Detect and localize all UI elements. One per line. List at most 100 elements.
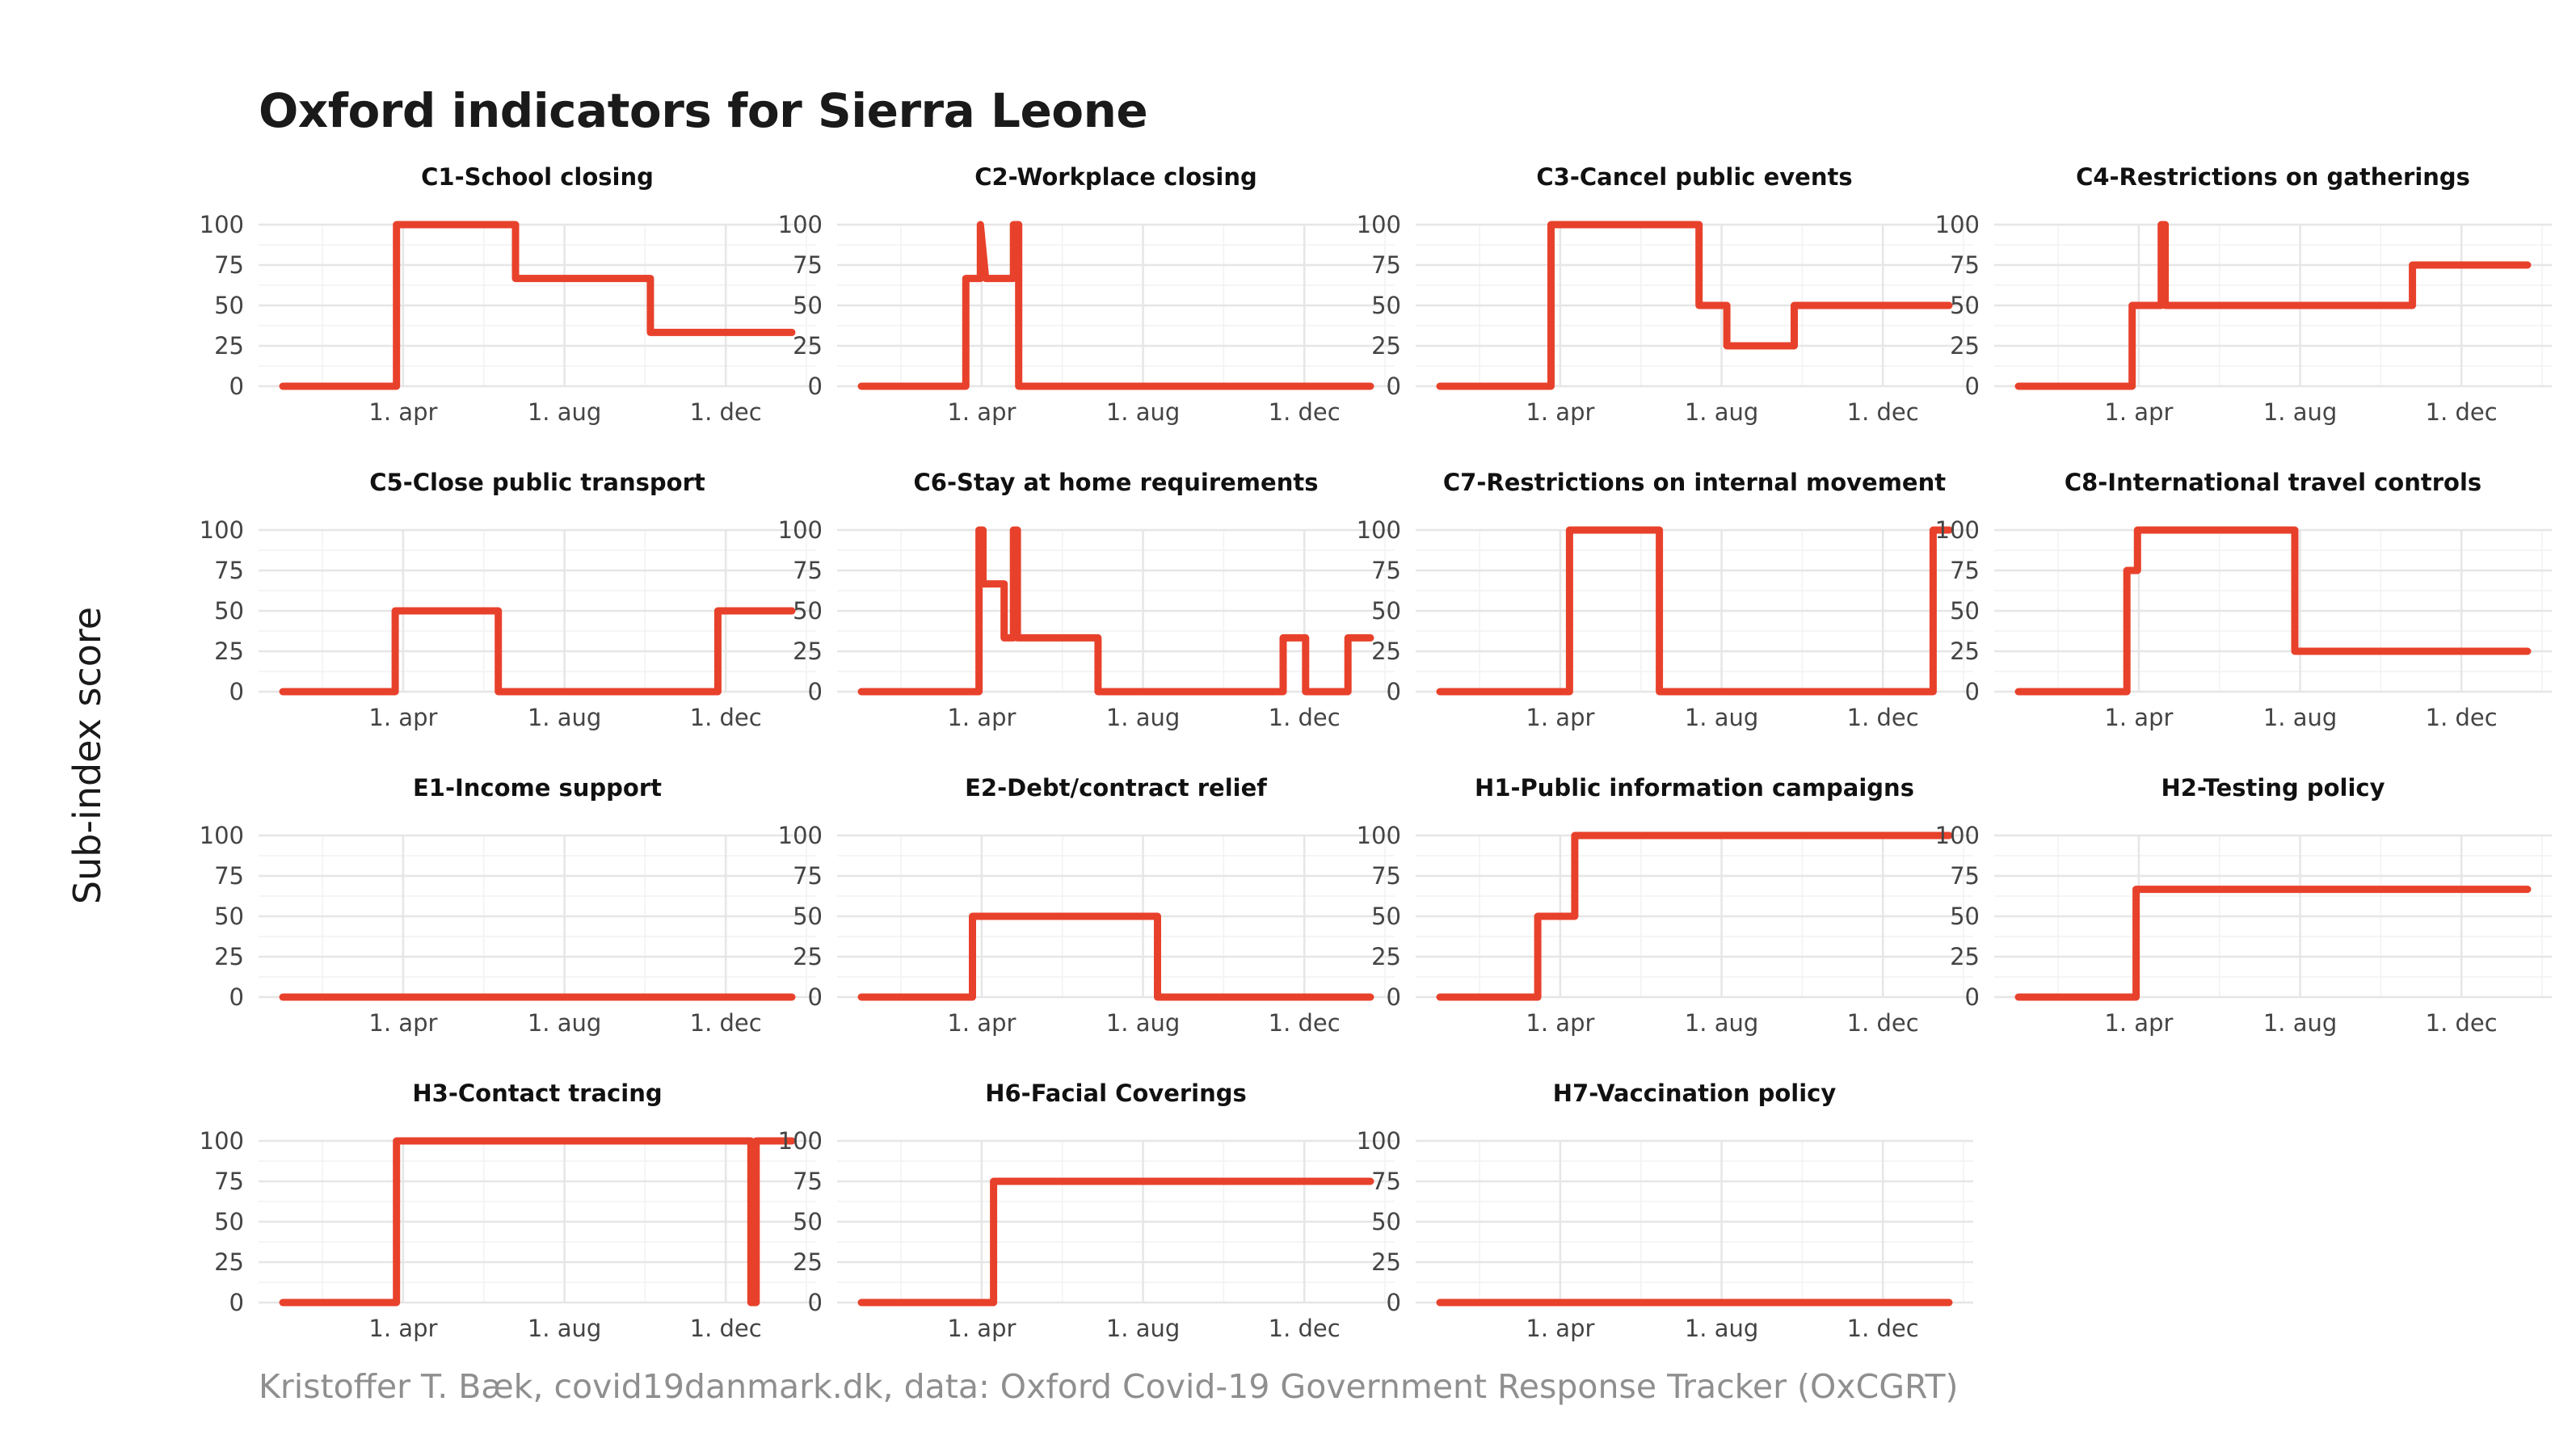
page-title: Oxford indicators for Sierra Leone (259, 83, 1148, 138)
y-tick-label: 75 (1950, 557, 1980, 584)
y-tick-label: 75 (1950, 251, 1980, 279)
y-tick-label: 100 (1357, 1127, 1401, 1155)
y-tick-label: 50 (1371, 597, 1401, 625)
facet-title: C5-Close public transport (369, 469, 705, 496)
y-tick-label: 50 (793, 292, 823, 319)
facet-panel: E1-Income support 0 25 50 75 100 1. apr 1. aug 1… (200, 774, 816, 1037)
y-tick-label: 100 (200, 822, 244, 849)
y-tick-label: 0 (1387, 372, 1401, 400)
x-tick-label: 1. dec (690, 398, 762, 426)
x-tick-label: 1. apr (947, 704, 1016, 731)
y-tick-label: 50 (214, 597, 244, 625)
series-line (1436, 221, 1953, 390)
y-tick-label: 100 (778, 211, 823, 238)
x-tick-label: 1. aug (2263, 398, 2337, 426)
x-tick-label: 1. apr (368, 704, 437, 731)
y-tick-label: 0 (808, 1289, 823, 1316)
facet-title: H1-Public information campaigns (1475, 774, 1914, 802)
x-tick-label: 1. aug (1685, 398, 1758, 426)
y-tick-label: 75 (793, 557, 823, 584)
y-tick-label: 75 (1371, 251, 1401, 279)
x-tick-label: 1. dec (1847, 398, 1919, 426)
x-tick-label: 1. apr (368, 398, 437, 426)
series-line (279, 607, 796, 696)
x-tick-label: 1. dec (1269, 1315, 1341, 1342)
x-tick-label: 1. apr (2104, 398, 2173, 426)
facet-title: H3-Contact tracing (412, 1080, 662, 1107)
x-tick-label: 1. aug (1685, 1315, 1758, 1342)
facet-title: C6-Stay at home requirements (914, 469, 1319, 496)
y-tick-label: 100 (1357, 211, 1401, 238)
x-tick-label: 1. aug (1106, 1315, 1180, 1342)
x-tick-label: 1. dec (1847, 704, 1919, 731)
y-tick-label: 50 (214, 1208, 244, 1235)
x-tick-label: 1. apr (368, 1315, 437, 1342)
y-tick-label: 100 (778, 1127, 823, 1155)
facet-title: H6-Facial Coverings (985, 1080, 1247, 1107)
x-tick-label: 1. dec (690, 1009, 762, 1037)
x-tick-label: 1. apr (1526, 1009, 1594, 1037)
facet-panel: E2-Debt/contract relief 0 25 50 75 100 1. apr 1… (778, 774, 1395, 1037)
facet-panel: C6-Stay at home requirements 0 25 50 75 100 1.… (778, 469, 1395, 731)
y-tick-label: 50 (1371, 1208, 1401, 1235)
facet-panel: H3-Contact tracing 0 25 50 75 100 1. apr 1. aug… (200, 1080, 816, 1342)
y-tick-label: 100 (778, 516, 823, 544)
y-tick-label: 50 (793, 1208, 823, 1235)
y-tick-label: 100 (200, 516, 244, 544)
y-tick-label: 75 (793, 251, 823, 279)
caption: Kristoffer T. Bæk, covid19danmark.dk, da… (259, 1367, 1959, 1406)
y-tick-label: 75 (1371, 557, 1401, 584)
x-tick-label: 1. dec (2426, 704, 2498, 731)
y-tick-label: 0 (1387, 678, 1401, 705)
x-tick-label: 1. aug (528, 704, 601, 731)
y-tick-label: 75 (214, 1168, 244, 1195)
y-tick-label: 75 (1950, 862, 1980, 890)
y-tick-label: 50 (1371, 292, 1401, 319)
y-tick-label: 25 (1950, 943, 1980, 970)
x-tick-label: 1. apr (1526, 1315, 1594, 1342)
x-tick-label: 1. aug (2263, 1009, 2337, 1037)
facet-panel: H1-Public information campaigns 0 25 50 75 10… (1357, 774, 1973, 1037)
y-tick-label: 25 (1371, 332, 1401, 360)
y-tick-label: 50 (214, 292, 244, 319)
x-tick-label: 1. dec (690, 1315, 762, 1342)
y-tick-label: 75 (1371, 1168, 1401, 1195)
series-line (2014, 886, 2532, 1001)
y-tick-label: 50 (1950, 292, 1980, 319)
facet-title: H7-Vaccination policy (1553, 1080, 1837, 1107)
x-tick-label: 1. apr (1526, 704, 1594, 731)
x-tick-label: 1. dec (2426, 1009, 2498, 1037)
y-tick-label: 50 (793, 597, 823, 625)
y-tick-label: 0 (808, 678, 823, 705)
y-tick-label: 0 (229, 372, 244, 400)
x-tick-label: 1. aug (2263, 704, 2337, 731)
series-line (857, 912, 1374, 1001)
y-tick-label: 0 (229, 1289, 244, 1316)
facet-title: C7-Restrictions on internal movement (1443, 469, 1946, 496)
y-tick-label: 75 (1371, 862, 1401, 890)
x-tick-label: 1. apr (1526, 398, 1594, 426)
facet-grid: C1-School closing 0 25 50 75 100 1. apr 1. aug 1… (200, 163, 2552, 1342)
y-tick-label: 100 (200, 1127, 244, 1155)
y-tick-label: 75 (214, 862, 244, 890)
y-tick-label: 25 (793, 638, 823, 665)
series-line (2014, 526, 2532, 696)
x-tick-label: 1. apr (2104, 1009, 2173, 1037)
x-tick-label: 1. dec (1847, 1009, 1919, 1037)
facet-panel: H2-Testing policy 0 25 50 75 100 1. apr 1. aug 1… (1935, 774, 2552, 1037)
x-tick-label: 1. aug (1106, 398, 1180, 426)
x-tick-label: 1. apr (947, 1009, 1016, 1037)
x-tick-label: 1. aug (1685, 704, 1758, 731)
y-tick-label: 0 (1387, 983, 1401, 1011)
x-tick-label: 1. aug (1106, 1009, 1180, 1037)
series-line (1436, 831, 1953, 1001)
y-tick-label: 100 (778, 822, 823, 849)
y-tick-label: 25 (214, 1248, 244, 1276)
y-tick-label: 75 (214, 557, 244, 584)
series-line (279, 221, 796, 390)
facet-panel: C7-Restrictions on internal movement 0 25 5… (1357, 469, 1973, 731)
x-tick-label: 1. apr (2104, 704, 2173, 731)
y-tick-label: 25 (1371, 1248, 1401, 1276)
y-tick-label: 50 (1950, 903, 1980, 930)
x-tick-label: 1. aug (1106, 704, 1180, 731)
